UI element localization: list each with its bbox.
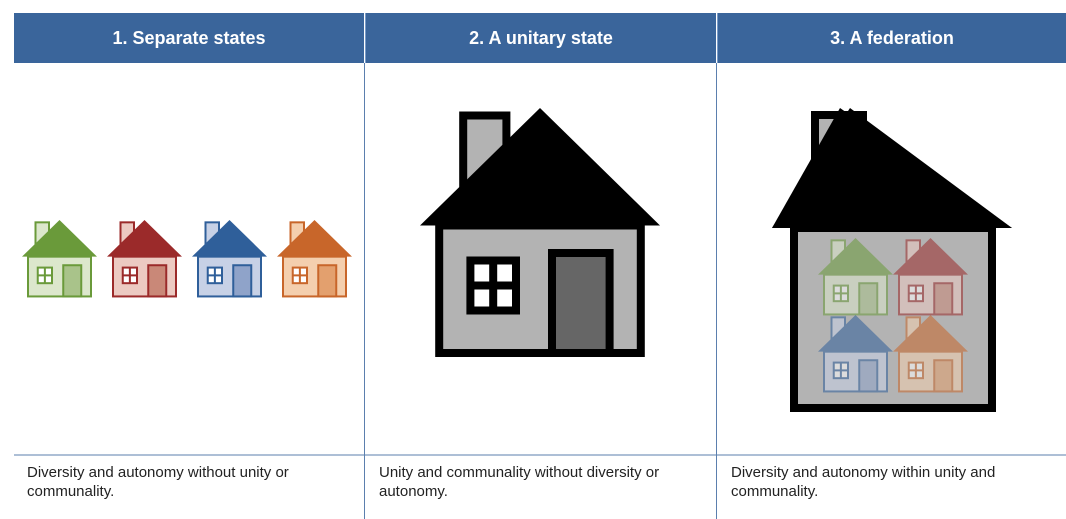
house-icon xyxy=(107,220,182,296)
house-icon xyxy=(22,220,97,296)
door xyxy=(318,265,336,296)
column-caption: Diversity and autonomy within unity and … xyxy=(731,463,1061,501)
column-header: 3. A federation xyxy=(717,13,1066,63)
column-caption: Unity and communality without diversity … xyxy=(379,463,709,501)
roof xyxy=(192,220,267,257)
federation-house xyxy=(772,108,1012,408)
door xyxy=(859,283,877,314)
roof xyxy=(22,220,97,257)
door xyxy=(63,265,81,296)
door xyxy=(148,265,166,296)
column-header: 2. A unitary state xyxy=(365,13,716,63)
house-icon xyxy=(420,108,660,353)
door xyxy=(233,265,251,296)
roof xyxy=(107,220,182,257)
door xyxy=(552,253,610,353)
column-header: 1. Separate states xyxy=(14,13,364,63)
comparison-table: 1. Separate states 2. A unitary state 3.… xyxy=(0,0,1066,519)
door xyxy=(934,283,952,314)
house-icon xyxy=(192,220,267,296)
roof xyxy=(277,220,352,257)
door xyxy=(859,360,877,391)
roof xyxy=(420,108,660,226)
column-caption: Diversity and autonomy without unity or … xyxy=(27,463,357,501)
house-icon xyxy=(277,220,352,296)
illustrations xyxy=(0,0,1066,519)
door xyxy=(934,360,952,391)
